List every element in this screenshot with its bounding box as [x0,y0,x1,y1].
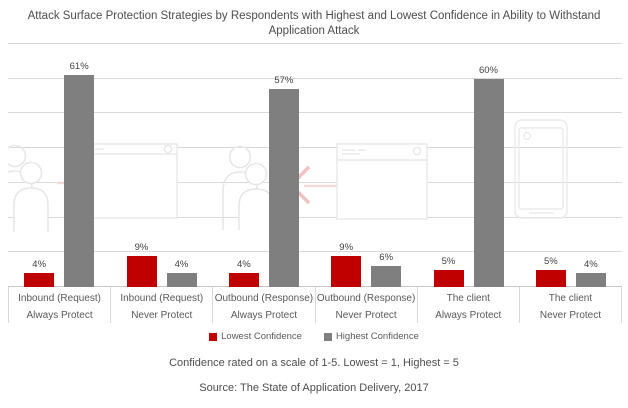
bar-highest-confidence-4 [473,78,504,287]
bar-lowest-confidence-0 [24,273,55,287]
bar-lowest-confidence-5 [535,269,566,287]
category-line1: Inbound (Request) [18,293,101,304]
data-label: 9% [134,241,149,253]
gridline [8,43,622,44]
bar-lowest-confidence-2 [228,273,259,287]
category-line1: Outbound (Response) [316,293,416,304]
category-line1: The client [548,293,593,304]
scale-note: Confidence rated on a scale of 1-5. Lowe… [169,357,459,369]
bar-highest-confidence-3 [371,266,402,287]
legend-swatch [323,332,332,341]
legend: Lowest Confidence Highest Confidence [0,331,628,342]
data-label: 57% [274,75,294,87]
data-label: 9% [339,241,354,253]
category-label-2: Outbound (Response) Always Protect [212,287,314,323]
gridline [8,216,622,218]
bar-highest-confidence-2 [268,89,299,287]
chart-title: Attack Surface Protection Strategies by … [27,10,601,38]
category-label-0: Inbound (Request) Always Protect [8,287,110,323]
data-label: 5% [441,255,456,267]
x-axis-line [8,286,622,287]
arrow-left-icon [288,165,372,205]
category-label-4: The client Always Protect [416,287,519,323]
gridline [8,147,622,149]
category-label-5: The client Never Protect [518,287,623,323]
category-label-3: Outbound (Response) Never Protect [314,287,417,323]
data-label: 6% [379,252,394,264]
data-label: 5% [543,255,558,267]
data-label: 61% [69,61,89,73]
category-line1: Outbound (Response) [214,293,314,304]
gridline [8,251,622,253]
legend-label: Lowest Confidence [221,331,302,342]
bar-highest-confidence-0 [64,75,95,287]
category-axis: Inbound (Request) Always Protect Inbound (… [8,287,623,323]
bar-lowest-confidence-1 [126,255,157,287]
bar-lowest-confidence-3 [331,255,362,287]
source-note: Source: The State of Application Deliver… [199,382,429,394]
data-label: 4% [32,259,47,271]
gridline [8,77,622,79]
category-line2: Always Protect [26,310,93,321]
category-line2: Always Protect [230,310,297,321]
legend-item-lowest-confidence: Lowest Confidence [209,331,302,342]
legend-swatch [209,332,218,341]
plot-area: 4% 61% 9% 4% 4% 57% 9% 6% 5% 60% 5% 4% [8,43,622,287]
data-label: 4% [583,259,598,271]
gridline [8,181,622,183]
data-label: 60% [478,64,498,76]
people-icon [8,144,49,232]
category-line2: Never Protect [131,310,193,321]
category-line2: Never Protect [335,310,397,321]
category-line2: Always Protect [435,310,502,321]
data-label: 4% [236,259,251,271]
legend-label: Highest Confidence [335,331,419,342]
category-line1: Inbound (Request) [120,293,204,304]
bar-lowest-confidence-4 [433,269,464,287]
smartphone-icon [514,119,568,219]
data-label: 4% [174,259,189,271]
bar-highest-confidence-5 [575,273,606,287]
category-label-1: Inbound (Request) Never Protect [110,287,212,323]
category-line2: Never Protect [539,310,602,321]
gridline [8,112,622,114]
bar-highest-confidence-1 [166,273,197,287]
legend-item-highest-confidence: Highest Confidence [323,331,419,342]
category-line1: The client [446,293,490,304]
